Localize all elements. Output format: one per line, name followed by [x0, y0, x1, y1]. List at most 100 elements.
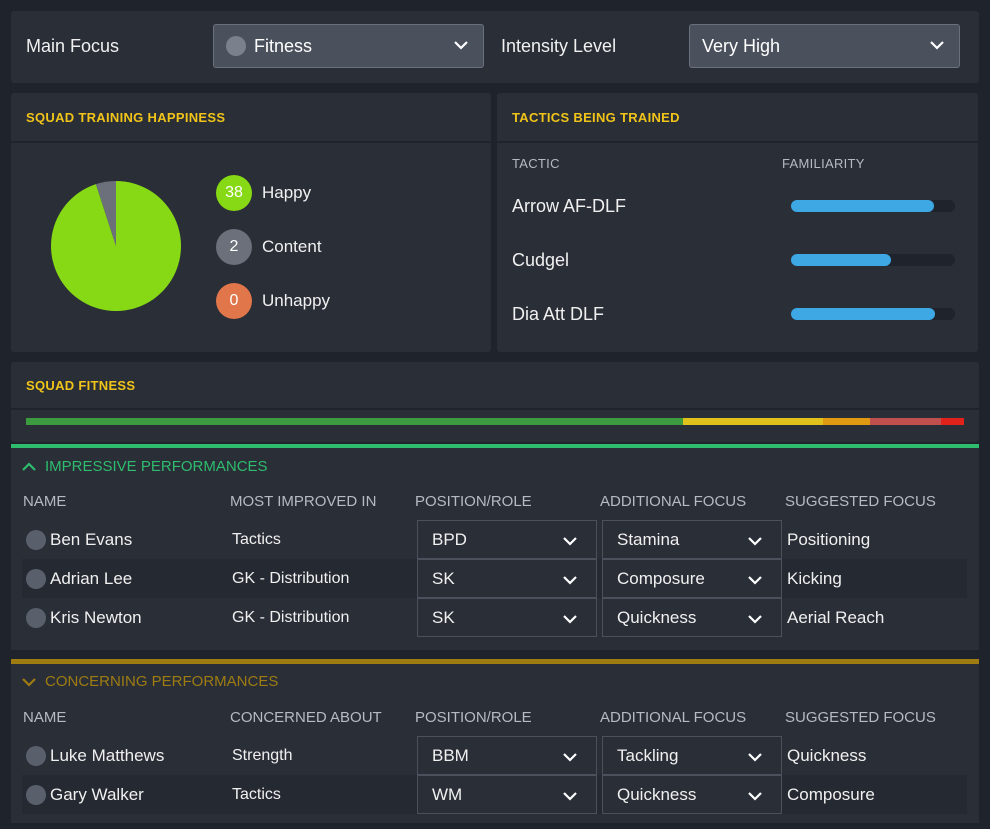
most-improved-value: GK - Distribution [232, 569, 350, 587]
player-name-cell[interactable]: Kris Newton [26, 598, 142, 637]
familiarity-bar-fill [791, 200, 934, 212]
familiarity-column-header: FAMILIARITY [782, 156, 865, 171]
squad-training-happiness-panel: SQUAD TRAINING HAPPINESS 38 Happy 2 Cont… [11, 93, 491, 352]
position-role-value: WM [432, 784, 463, 804]
happiness-title: SQUAD TRAINING HAPPINESS [11, 93, 491, 143]
player-name-cell[interactable]: Adrian Lee [26, 559, 132, 598]
concerned-about-value: Tactics [232, 785, 281, 803]
position-role-select[interactable]: SK [417, 559, 597, 598]
chevron-down-icon [563, 537, 577, 546]
content-count-badge: 2 [216, 229, 252, 265]
familiarity-bar [791, 308, 955, 320]
player-name: Adrian Lee [50, 568, 133, 588]
position-role-value: SK [432, 607, 455, 627]
happiness-pie-chart [50, 181, 181, 311]
main-focus-dropdown[interactable]: Fitness [213, 24, 484, 68]
fitness-segment [26, 418, 683, 425]
tactic-column-header: TACTIC [512, 156, 560, 171]
tactics-being-trained-panel: TACTICS BEING TRAINED TACTIC FAMILIARITY… [497, 93, 978, 352]
pie-slice-content [95, 181, 116, 246]
tactic-name: Cudgel [512, 250, 570, 270]
most-improved-value: Tactics [232, 530, 281, 548]
position-role-value: BBM [432, 745, 469, 765]
additional-focus-select[interactable]: Tackling [602, 736, 782, 775]
player-name: Luke Matthews [50, 745, 165, 765]
position-role-select[interactable]: BPD [417, 520, 597, 559]
additional-focus-select[interactable]: Stamina [602, 520, 782, 559]
position-role-select[interactable]: BBM [417, 736, 597, 775]
happy-label: Happy [262, 183, 312, 202]
additional-focus-value: Composure [617, 568, 705, 588]
player-name-cell[interactable]: Ben Evans [26, 520, 132, 559]
familiarity-bar-fill [791, 308, 936, 320]
chevron-down-icon [454, 41, 468, 50]
intensity-level-dropdown[interactable]: Very High [689, 24, 960, 68]
suggested-focus-value: Composure [787, 784, 875, 804]
position-role-value: SK [432, 568, 455, 588]
table-row: Luke Matthews Strength BBM Tackling Quic… [22, 736, 967, 775]
additional-focus-header: ADDITIONAL FOCUS [600, 709, 747, 726]
most-improved-value: GK - Distribution [232, 608, 350, 626]
intensity-level-value: Very High [702, 35, 781, 56]
content-label: Content [262, 237, 322, 256]
concerned-about-header: CONCERNED ABOUT [230, 709, 382, 726]
chevron-down-icon [563, 792, 577, 801]
main-focus-value: Fitness [254, 35, 313, 56]
suggested-focus-value: Kicking [787, 568, 842, 588]
check-icon [26, 529, 46, 550]
suggested-focus-value: Quickness [787, 745, 867, 765]
tactic-name: Dia Att DLF [512, 304, 605, 324]
unhappy-row: 0 Unhappy [216, 283, 330, 319]
chevron-down-icon [748, 792, 762, 801]
check-icon [26, 784, 46, 805]
chevron-down-icon [748, 576, 762, 585]
familiarity-bar-fill [791, 254, 892, 266]
additional-focus-select[interactable]: Quickness [602, 598, 782, 637]
familiarity-bar [791, 254, 955, 266]
main-focus-label: Main Focus [26, 36, 120, 56]
happy-row: 38 Happy [216, 175, 311, 211]
table-row: Ben Evans Tactics BPD Stamina Positionin… [22, 520, 967, 559]
position-role-select[interactable]: SK [417, 598, 597, 637]
concerning-performances-title: CONCERNING PERFORMANCES [45, 673, 279, 690]
name-header: NAME [23, 709, 67, 726]
check-icon [26, 745, 46, 766]
player-name-cell[interactable]: Luke Matthews [26, 736, 164, 775]
chevron-down-icon [563, 615, 577, 624]
position-role-select[interactable]: WM [417, 775, 597, 814]
squad-fitness-panel: SQUAD FITNESS [11, 362, 979, 442]
suggested-focus-header: SUGGESTED FOCUS [785, 709, 936, 726]
concerning-performances-section: CONCERNING PERFORMANCES NAME CONCERNED A… [11, 659, 979, 823]
concerned-about-value: Strength [232, 746, 293, 764]
chevron-down-icon [748, 753, 762, 762]
table-row: Gary Walker Tactics WM Quickness Composu… [22, 775, 967, 814]
tactic-name: Arrow AF-DLF [512, 196, 627, 216]
fitness-segment [870, 418, 941, 425]
check-icon [26, 568, 46, 589]
player-name: Gary Walker [50, 784, 144, 804]
chevron-down-icon [748, 615, 762, 624]
chevron-down-icon [563, 576, 577, 585]
tactics-title: TACTICS BEING TRAINED [497, 93, 978, 143]
additional-focus-header: ADDITIONAL FOCUS [600, 493, 747, 510]
suggested-focus-header: SUGGESTED FOCUS [785, 493, 936, 510]
focus-circle-icon [226, 36, 246, 56]
table-row: Kris Newton GK - Distribution SK Quickne… [22, 598, 967, 637]
additional-focus-value: Stamina [617, 529, 680, 549]
section-divider [11, 444, 979, 448]
additional-focus-select[interactable]: Composure [602, 559, 782, 598]
additional-focus-value: Tackling [617, 745, 679, 765]
table-row: Adrian Lee GK - Distribution SK Composur… [22, 559, 967, 598]
unhappy-label: Unhappy [262, 291, 331, 310]
concerning-performances-toggle[interactable]: CONCERNING PERFORMANCES [21, 673, 278, 690]
additional-focus-select[interactable]: Quickness [602, 775, 782, 814]
position-role-value: BPD [432, 529, 467, 549]
section-divider [11, 659, 979, 664]
additional-focus-value: Quickness [617, 607, 697, 627]
impressive-performances-toggle[interactable]: IMPRESSIVE PERFORMANCES [21, 458, 268, 475]
most-improved-header: MOST IMPROVED IN [230, 493, 377, 510]
suggested-focus-value: Aerial Reach [787, 607, 885, 627]
unhappy-count-badge: 0 [216, 283, 252, 319]
check-icon [26, 607, 46, 628]
player-name-cell[interactable]: Gary Walker [26, 775, 144, 814]
